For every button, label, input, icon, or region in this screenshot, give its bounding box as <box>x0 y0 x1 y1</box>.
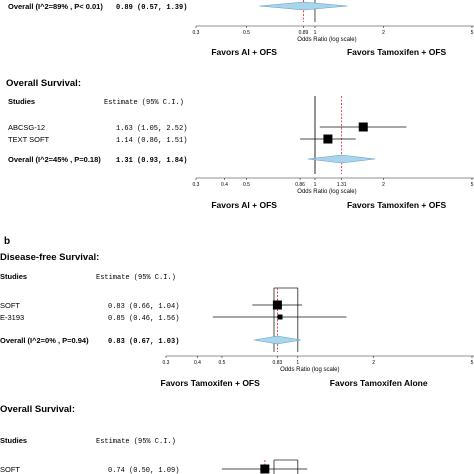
panel-0-x-tick-label: 0.3 <box>193 30 200 36</box>
panel-2-study-estimate-text: 0.85 (0.46, 1.56) <box>108 315 179 323</box>
panel-0-x-tick-label: 1 <box>314 30 317 36</box>
panel-3-estimate-header: Estimate (95% C.I.) <box>96 438 176 446</box>
panel-2-x-tick-label: 0.3 <box>163 360 170 366</box>
panel-0-x-tick-label: 0.89 <box>299 30 309 36</box>
panel-1-x-tick-label: 0.5 <box>243 182 250 188</box>
panel-0-favor-left-label: Favors AI + OFS <box>211 47 277 57</box>
panel-3-section-title: Overall Survival: <box>0 404 75 415</box>
panel-2-x-tick-label: 5 <box>471 360 474 366</box>
panel-1-x-tick-label: 1.31 <box>337 182 347 188</box>
panel-2-section-title: Disease-free Survival: <box>0 252 99 263</box>
panel-2-favor-right-label: Favors Tamoxifen Alone <box>330 378 428 388</box>
panel-1-x-tick-label: 0.4 <box>221 182 228 188</box>
panel-2-overall-diamond <box>253 335 302 345</box>
panel-2-estimate-header: Estimate (95% C.I.) <box>96 274 176 282</box>
panel-2-x-axis-label: Odds Ratio (log scale) <box>280 367 339 373</box>
panel-2-x-tick-label: 1 <box>296 360 299 366</box>
panel-1-x-tick-label: 1 <box>314 182 317 188</box>
panel-1-x-tick-label: 0.3 <box>193 182 200 188</box>
panel-1-study-estimate-text: 1.14 (0.86, 1.51) <box>116 137 187 145</box>
panel-1-study-point-estimate <box>323 134 333 144</box>
panel-1-favor-left-label: Favors AI + OFS <box>211 200 277 210</box>
panel-2-overall-estimate-text: 0.83 (0.67, 1.03) <box>108 338 179 346</box>
panel-1-studies-header: Studies <box>8 97 35 106</box>
panel-2-x-tick-label: 0.5 <box>218 360 225 366</box>
panel-1-overall-estimate-text: 1.31 (0.93, 1.84) <box>116 157 187 165</box>
panel-1-study-point-estimate <box>358 122 368 132</box>
panel-3-study-label: SOFT <box>0 465 20 474</box>
panel-1-study-label: ABCSG-12 <box>8 123 45 132</box>
panel-1-favor-right-label: Favors Tamoxifen + OFS <box>347 200 447 210</box>
panel-1-overall-diamond <box>307 154 376 164</box>
panel-1-section-title: Overall Survival: <box>6 78 81 89</box>
panel-2-favor-left-label: Favors Tamoxifen + OFS <box>161 378 261 388</box>
panel-2-x-tick-label: 0.83 <box>273 360 283 366</box>
panel-2-studies-header: Studies <box>0 272 27 281</box>
panel-2-overall-label: Overall (I^2=0% , P=0.94) <box>0 336 89 345</box>
panel-2-study-estimate-text: 0.83 (0.66, 1.04) <box>108 303 179 311</box>
panel-3-studies-header: Studies <box>0 436 27 445</box>
panel-3-study-estimate-text: 0.74 (0.50, 1.09) <box>108 467 179 474</box>
panel-1-x-axis-label: Odds Ratio (log scale) <box>297 189 356 195</box>
panel-0-overall-label: Overall (I^2=89% , P< 0.01) <box>8 2 103 11</box>
panel-1-study-label: TEXT SOFT <box>8 135 50 144</box>
panel-2-study-label: SOFT <box>0 301 20 310</box>
panel-1-x-tick-label: 2 <box>382 182 385 188</box>
panel-0-x-tick-label: 5 <box>471 30 474 36</box>
panel-2-study-label: E-3193 <box>0 313 24 322</box>
panel-0-x-tick-label: 2 <box>382 30 385 36</box>
panel-1-overall-label: Overall (I^2=45% , P=0.18) <box>8 155 101 164</box>
panel-0-x-tick-label: 0.5 <box>243 30 250 36</box>
panel-2-x-tick-label: 2 <box>372 360 375 366</box>
panel-1-study-estimate-text: 1.63 (1.05, 2.52) <box>116 125 187 133</box>
panel-2-study-point-estimate <box>277 314 283 320</box>
panel-2-panel-label: b <box>4 236 10 247</box>
panel-2-x-tick-label: 0.4 <box>194 360 201 366</box>
panel-3-study-point-estimate <box>260 464 270 474</box>
panel-0-x-axis-label: Odds Ratio (log scale) <box>297 37 356 43</box>
panel-1-x-tick-label: 5 <box>471 182 474 188</box>
panel-0-overall-diamond <box>259 1 348 11</box>
panel-1-x-tick-label: 0.86 <box>295 182 305 188</box>
panel-0-favor-right-label: Favors Tamoxifen + OFS <box>347 47 447 57</box>
panel-1-estimate-header: Estimate (95% C.I.) <box>104 99 184 107</box>
panel-2-study-point-estimate <box>272 300 282 310</box>
panel-0-overall-estimate-text: 0.89 (0.57, 1.39) <box>116 4 187 12</box>
